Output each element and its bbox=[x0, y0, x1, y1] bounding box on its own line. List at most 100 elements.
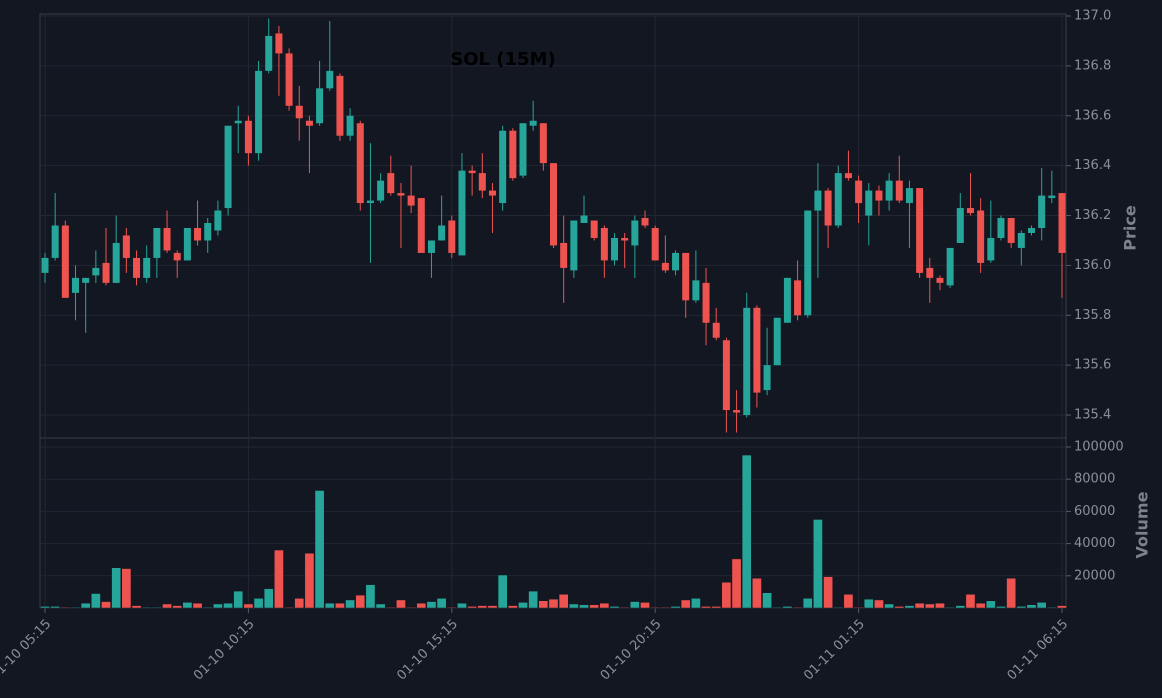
volume-bar bbox=[436, 598, 447, 609]
volume-bar bbox=[497, 574, 508, 609]
volume-bar bbox=[304, 553, 315, 609]
volume-bar bbox=[406, 606, 416, 609]
candle-body bbox=[763, 365, 771, 391]
candle-body bbox=[112, 242, 120, 283]
candle-body bbox=[783, 277, 791, 323]
volume-bar bbox=[935, 602, 945, 609]
candle-body bbox=[356, 123, 364, 204]
volume-bar bbox=[558, 594, 569, 609]
volume-bar bbox=[985, 600, 996, 609]
volume-bar bbox=[355, 594, 366, 609]
candle-body bbox=[539, 123, 547, 164]
y-tick-label: 136.8 bbox=[1074, 58, 1111, 73]
candle-body bbox=[560, 242, 568, 268]
volume-bar bbox=[568, 603, 579, 609]
y-tick-label: 136.6 bbox=[1074, 108, 1111, 123]
volume-bar bbox=[731, 558, 742, 609]
candle-body bbox=[997, 218, 1005, 238]
volume-bar bbox=[80, 602, 91, 609]
candle-body bbox=[427, 240, 435, 253]
y-tick-label: 135.4 bbox=[1074, 408, 1111, 423]
volume-bar bbox=[630, 601, 640, 609]
candle-body bbox=[407, 195, 415, 206]
candle-body bbox=[956, 208, 964, 243]
candle-body bbox=[275, 33, 283, 54]
candle-body bbox=[255, 70, 263, 154]
candle-body bbox=[305, 120, 313, 126]
x-tick-label: 01-10 05:15 bbox=[0, 617, 54, 684]
volume-bar bbox=[670, 606, 681, 609]
candle-body bbox=[916, 188, 924, 273]
candle-body bbox=[387, 173, 395, 194]
volume-bar bbox=[691, 598, 701, 609]
candle-body bbox=[692, 280, 700, 301]
volume-bar bbox=[91, 593, 101, 609]
volume-bar bbox=[324, 602, 335, 609]
volume-bar bbox=[467, 606, 477, 609]
marks bbox=[40, 18, 1067, 609]
candle-body bbox=[366, 200, 374, 204]
volume-bar bbox=[955, 605, 966, 609]
y-tick-label: 20000 bbox=[1074, 568, 1115, 583]
candle-body bbox=[417, 198, 425, 253]
y-tick-label: 136.4 bbox=[1074, 158, 1111, 173]
volume-bar bbox=[233, 590, 244, 609]
volume-bar bbox=[335, 602, 345, 609]
volume-bar bbox=[141, 606, 152, 609]
candle-body bbox=[1048, 195, 1056, 199]
volume-bar bbox=[1016, 606, 1027, 609]
volume-bar bbox=[477, 605, 488, 609]
y-tick-label: 135.6 bbox=[1074, 358, 1111, 373]
candle-body bbox=[448, 220, 456, 253]
y-tick-label: 40000 bbox=[1074, 536, 1115, 551]
candle-body bbox=[183, 227, 191, 261]
volume-bar bbox=[1006, 577, 1016, 609]
volume-bar bbox=[518, 602, 528, 609]
volume-bar bbox=[345, 599, 355, 609]
volume-bar bbox=[772, 606, 783, 609]
candle-body bbox=[814, 190, 822, 211]
candle-body bbox=[72, 277, 80, 293]
candle-body bbox=[397, 193, 405, 196]
volume-bar bbox=[274, 549, 284, 609]
candle-body bbox=[488, 190, 496, 196]
candle-body bbox=[743, 307, 751, 416]
candle-body bbox=[163, 227, 171, 251]
candle-body bbox=[173, 252, 181, 261]
volume-bar bbox=[375, 603, 386, 609]
candle-body bbox=[51, 225, 59, 258]
volume-bar bbox=[263, 588, 274, 609]
x-tick-label: 01-10 10:15 bbox=[191, 617, 258, 684]
candle-body bbox=[946, 247, 954, 286]
volume-bar bbox=[853, 606, 864, 609]
volume-bar bbox=[579, 604, 589, 609]
y-tick-label: 80000 bbox=[1074, 472, 1115, 487]
candle-body bbox=[824, 190, 832, 226]
candle-body bbox=[133, 257, 141, 278]
volume-bar bbox=[314, 490, 325, 609]
volume-bar bbox=[507, 605, 518, 609]
candle-body bbox=[753, 307, 761, 393]
volume-bar bbox=[599, 602, 610, 609]
candle-body bbox=[509, 130, 517, 179]
chart-title: SOL (15M) bbox=[450, 49, 555, 70]
volume-bar bbox=[60, 606, 71, 609]
candle-body bbox=[875, 190, 883, 201]
candle-body bbox=[641, 218, 649, 226]
volume-bar bbox=[609, 606, 620, 609]
candle-body bbox=[82, 277, 90, 283]
volume-bar bbox=[701, 606, 711, 609]
y-tick-label: 135.8 bbox=[1074, 308, 1111, 323]
candle-body bbox=[1058, 193, 1066, 253]
volume-bar bbox=[121, 568, 132, 609]
candle-body bbox=[153, 227, 161, 258]
volume-bar bbox=[904, 605, 915, 609]
candle-body bbox=[977, 210, 985, 263]
candle-body bbox=[885, 180, 893, 201]
candle-body bbox=[295, 105, 303, 119]
candle-body bbox=[194, 227, 202, 241]
candle-body bbox=[570, 220, 578, 271]
candle-body bbox=[855, 180, 863, 204]
volume-bar bbox=[863, 598, 874, 609]
